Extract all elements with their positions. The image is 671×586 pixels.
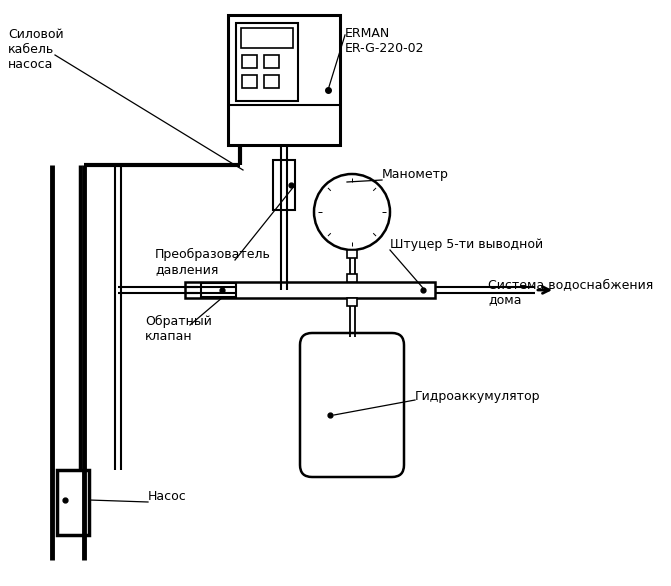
Bar xyxy=(242,55,257,68)
Bar xyxy=(201,283,236,297)
Text: Штуцер 5-ти выводной: Штуцер 5-ти выводной xyxy=(390,238,543,251)
Circle shape xyxy=(314,174,390,250)
Bar xyxy=(228,15,340,145)
Text: Обратный
клапан: Обратный клапан xyxy=(145,315,212,343)
Bar xyxy=(242,75,257,88)
Bar xyxy=(347,337,357,345)
Text: Преобразователь
давления: Преобразователь давления xyxy=(155,248,271,276)
Text: Манометр: Манометр xyxy=(382,168,449,181)
Text: Система водоснабжения
дома: Система водоснабжения дома xyxy=(488,278,654,306)
Bar xyxy=(347,298,357,306)
Bar xyxy=(57,470,89,535)
FancyBboxPatch shape xyxy=(300,333,404,477)
Bar xyxy=(273,160,295,210)
Text: ERMAN
ER-G-220-02: ERMAN ER-G-220-02 xyxy=(345,27,425,55)
Bar xyxy=(347,274,357,282)
Bar xyxy=(264,55,279,68)
Text: Силовой
кабель
насоса: Силовой кабель насоса xyxy=(8,28,64,71)
Text: Гидроаккумулятор: Гидроаккумулятор xyxy=(415,390,541,403)
Text: Насос: Насос xyxy=(148,490,187,503)
Bar xyxy=(347,250,357,258)
Bar xyxy=(264,75,279,88)
Bar xyxy=(236,23,298,101)
Bar xyxy=(241,28,293,48)
Bar xyxy=(185,282,435,298)
